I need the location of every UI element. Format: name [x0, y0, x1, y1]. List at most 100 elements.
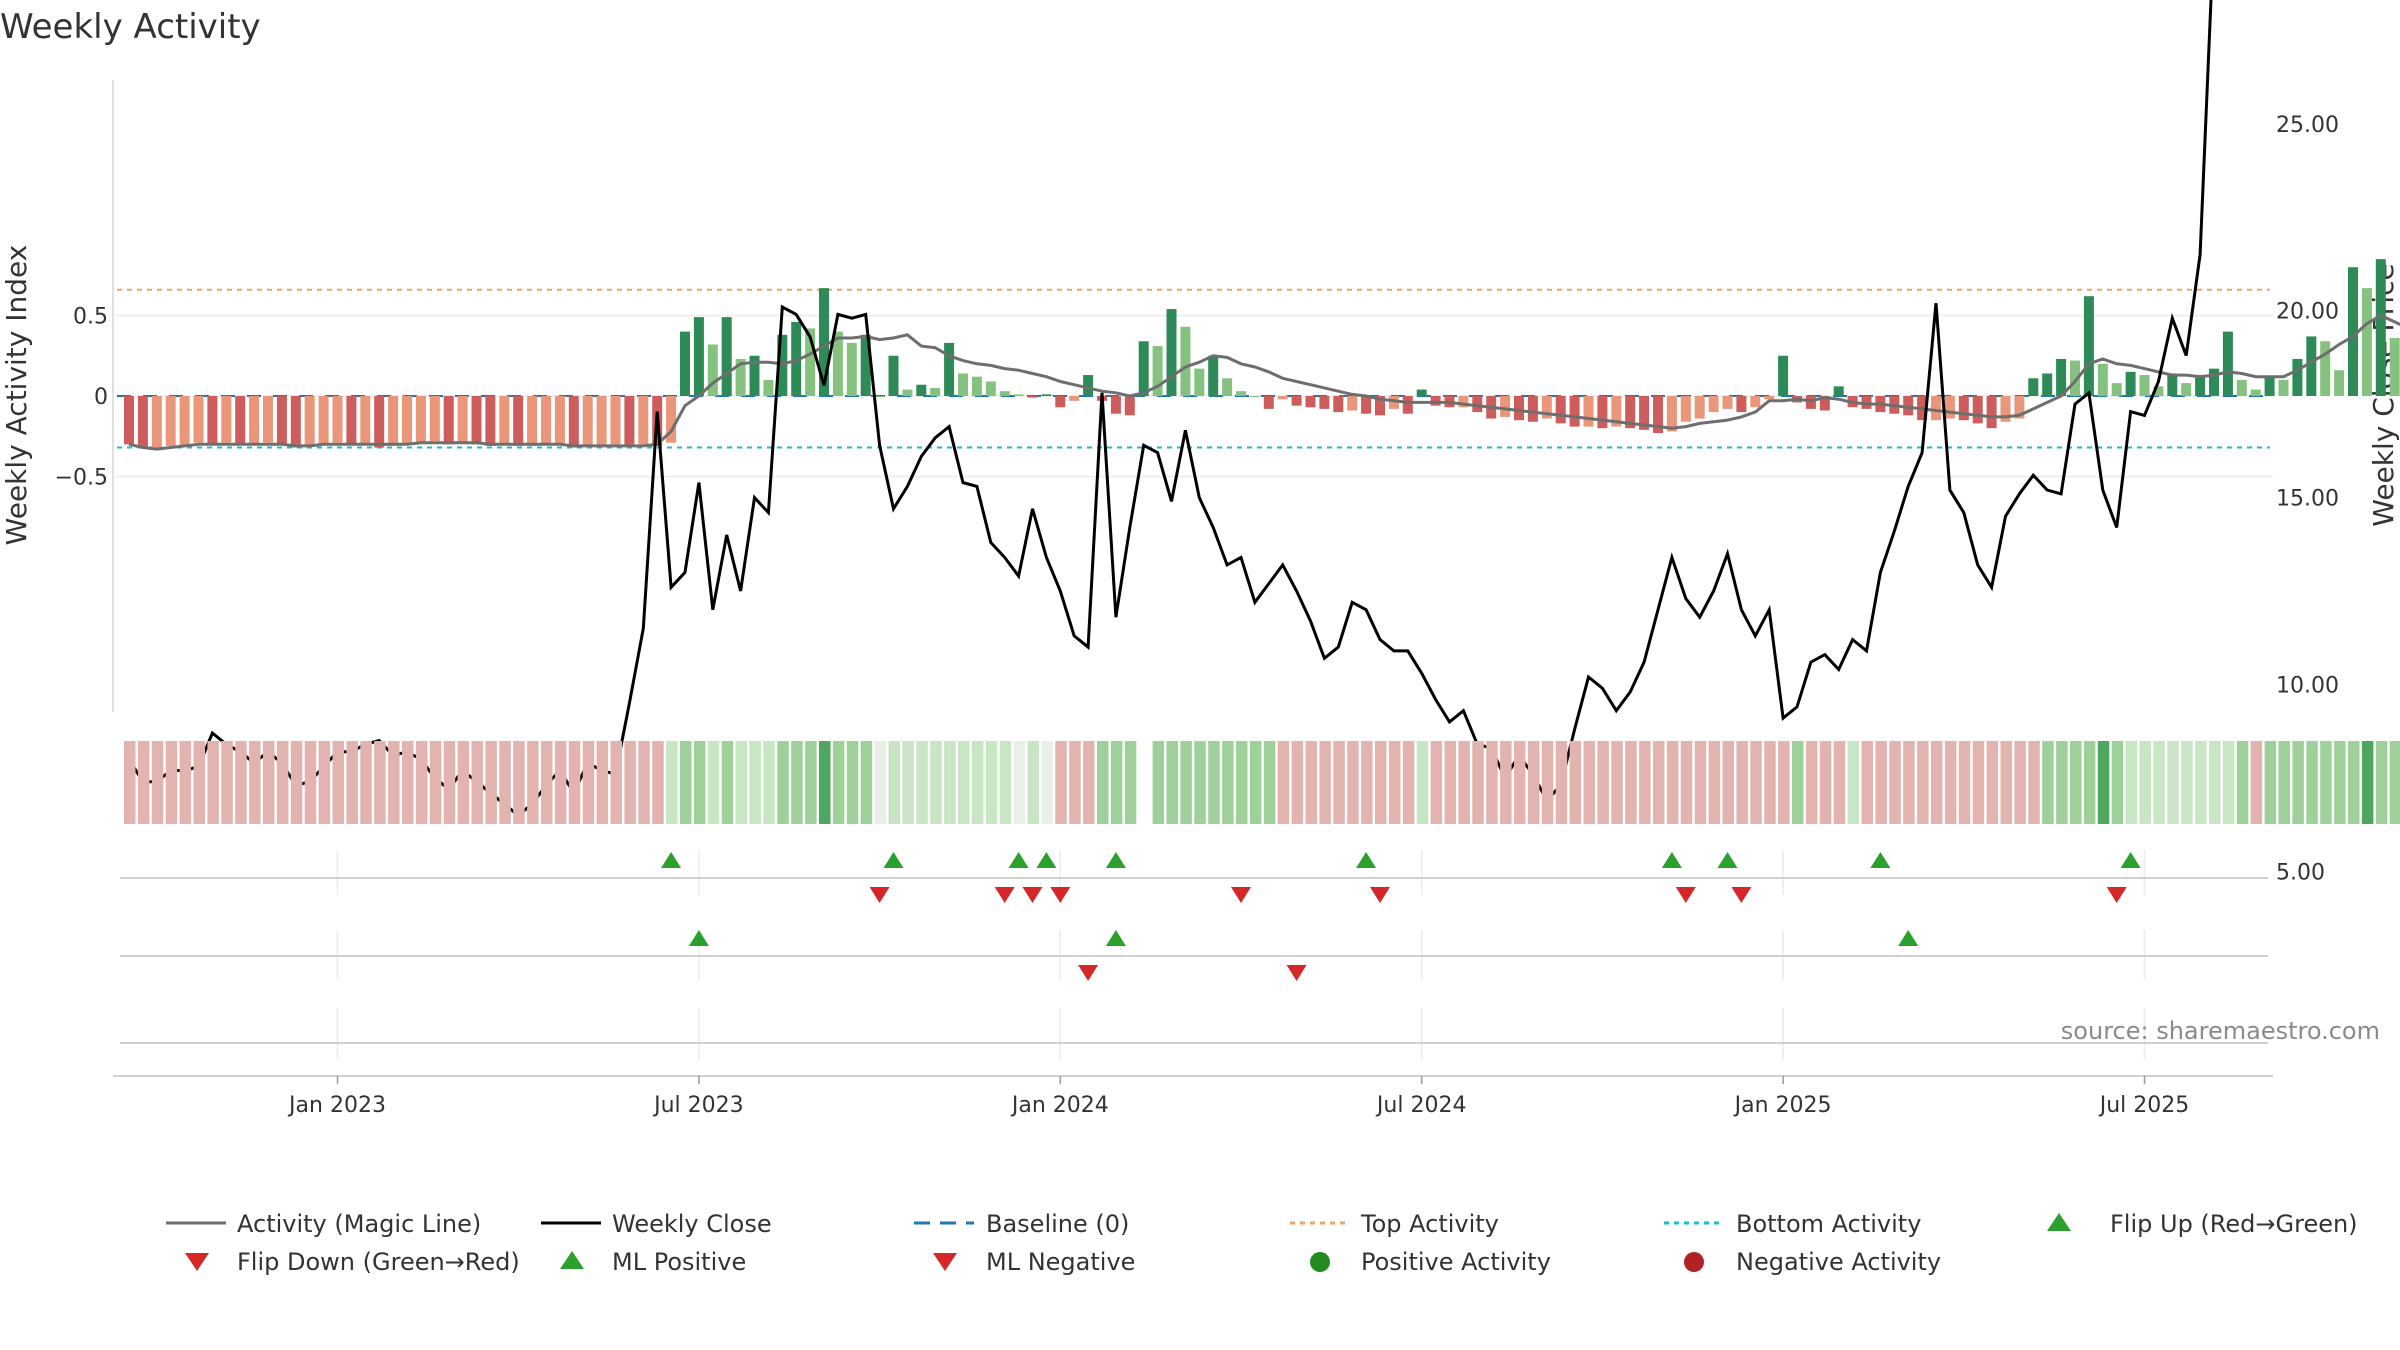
activity-bar	[1110, 396, 1121, 414]
heat-cell	[1249, 741, 1262, 824]
ml-negative-marker	[1078, 965, 1099, 981]
heat-cell	[1500, 741, 1512, 824]
activity-bar	[1263, 396, 1274, 409]
heat-cell	[541, 741, 553, 824]
activity-bar	[2375, 259, 2386, 396]
activity-bar	[1639, 396, 1650, 430]
activity-bar	[2209, 368, 2219, 396]
activity-bar	[471, 396, 482, 445]
activity-bar	[1472, 396, 1483, 413]
activity-bar	[179, 396, 190, 446]
activity-bar	[1194, 368, 1205, 396]
heat-cell	[1194, 741, 1206, 824]
activity-bar	[1986, 396, 1997, 429]
heat-cell	[2209, 741, 2221, 824]
ml-negative-marker	[1286, 965, 1307, 981]
activity-bar	[124, 396, 134, 445]
flip-up-marker	[1036, 852, 1057, 868]
legend-positive-activity-icon	[1310, 1252, 1330, 1272]
activity-bar	[2042, 373, 2053, 396]
activity-bar	[1722, 396, 1733, 409]
activity-bar	[2028, 378, 2039, 396]
heat-cell	[1055, 741, 1067, 824]
activity-bar	[374, 396, 385, 448]
heat-cell	[2195, 741, 2207, 824]
activity-bar	[1944, 396, 1955, 419]
heat-cell	[819, 741, 831, 824]
activity-bar	[1138, 341, 1149, 396]
x-tick-label: Jan 2025	[1733, 1093, 1832, 1118]
heat-cell	[1333, 741, 1345, 824]
activity-bar	[888, 355, 899, 396]
flip-up-marker	[1661, 852, 1682, 868]
activity-bar	[443, 396, 454, 445]
activity-bar	[485, 396, 496, 446]
activity-bar	[429, 396, 440, 442]
heat-cell	[2042, 741, 2054, 824]
heat-cell	[1805, 741, 1818, 824]
activity-bar	[1305, 396, 1316, 408]
flip-up-marker	[1717, 852, 1738, 868]
activity-bar	[2000, 396, 2011, 422]
activity-bar	[1208, 355, 1219, 396]
heat-cell	[1944, 741, 1957, 824]
activity-bar	[1361, 396, 1372, 414]
heat-cell	[1375, 741, 1387, 824]
heat-cell	[179, 741, 192, 824]
activity-bar	[1041, 394, 1052, 396]
heat-cell	[429, 741, 442, 824]
activity-bar	[2278, 379, 2289, 396]
right-tick-label: 20.00	[2276, 300, 2339, 325]
activity-bar	[1778, 355, 1789, 396]
heat-cell	[2111, 741, 2124, 824]
legend-flip-up-icon	[2047, 1213, 2071, 1231]
activity-bar	[1055, 396, 1066, 408]
activity-bar	[1653, 396, 1663, 434]
heat-cell	[2334, 741, 2346, 824]
heat-cell	[221, 741, 233, 824]
activity-bar	[805, 328, 816, 396]
heat-cell	[1639, 741, 1651, 824]
heat-cell	[2070, 741, 2082, 824]
activity-bar	[1222, 378, 1233, 396]
activity-bar	[1333, 396, 1344, 413]
heat-cell	[1750, 741, 1762, 824]
heat-cell	[832, 741, 845, 824]
activity-bar	[1597, 396, 1608, 429]
activity-bar	[1458, 396, 1469, 408]
activity-bar	[763, 379, 774, 396]
legend-flip-up-label: Flip Up (Red→Green)	[2110, 1210, 2358, 1238]
heat-cell	[1430, 741, 1443, 824]
heat-cell	[374, 741, 386, 824]
activity-bar	[1611, 396, 1622, 427]
left-axis-ticks: 0.5 0 −0.5	[55, 305, 108, 491]
activity-bar	[846, 342, 857, 396]
activity-bar	[666, 396, 677, 443]
right-tick-label: 10.00	[2276, 674, 2339, 699]
heat-cell	[1402, 741, 1415, 824]
heat-cell	[1486, 741, 1498, 824]
heat-cell	[2000, 741, 2012, 824]
heat-cell	[680, 741, 692, 824]
heat-cell	[971, 741, 984, 824]
heat-cell	[2278, 741, 2290, 824]
activity-bar	[332, 396, 343, 443]
activity-bar	[1555, 396, 1566, 424]
activity-bar	[2348, 267, 2358, 396]
activity-bar	[1694, 396, 1705, 419]
heat-cell	[1472, 741, 1484, 824]
heat-cell	[1361, 741, 1373, 824]
activity-bar	[1569, 396, 1580, 427]
heat-cell	[1958, 741, 1971, 824]
heat-cell	[2320, 741, 2332, 824]
legend-negative-activity-label: Negative Activity	[1736, 1248, 1941, 1276]
heat-cell	[1444, 741, 1456, 824]
heat-cell	[1388, 741, 1401, 824]
legend-top-label: Top Activity	[1360, 1210, 1499, 1238]
heat-cell	[1277, 741, 1290, 824]
activity-bar	[1805, 396, 1816, 409]
x-tick-label: Jul 2025	[2098, 1093, 2190, 1118]
activity-bar	[1666, 396, 1677, 432]
flip-up-marker	[1870, 852, 1891, 868]
